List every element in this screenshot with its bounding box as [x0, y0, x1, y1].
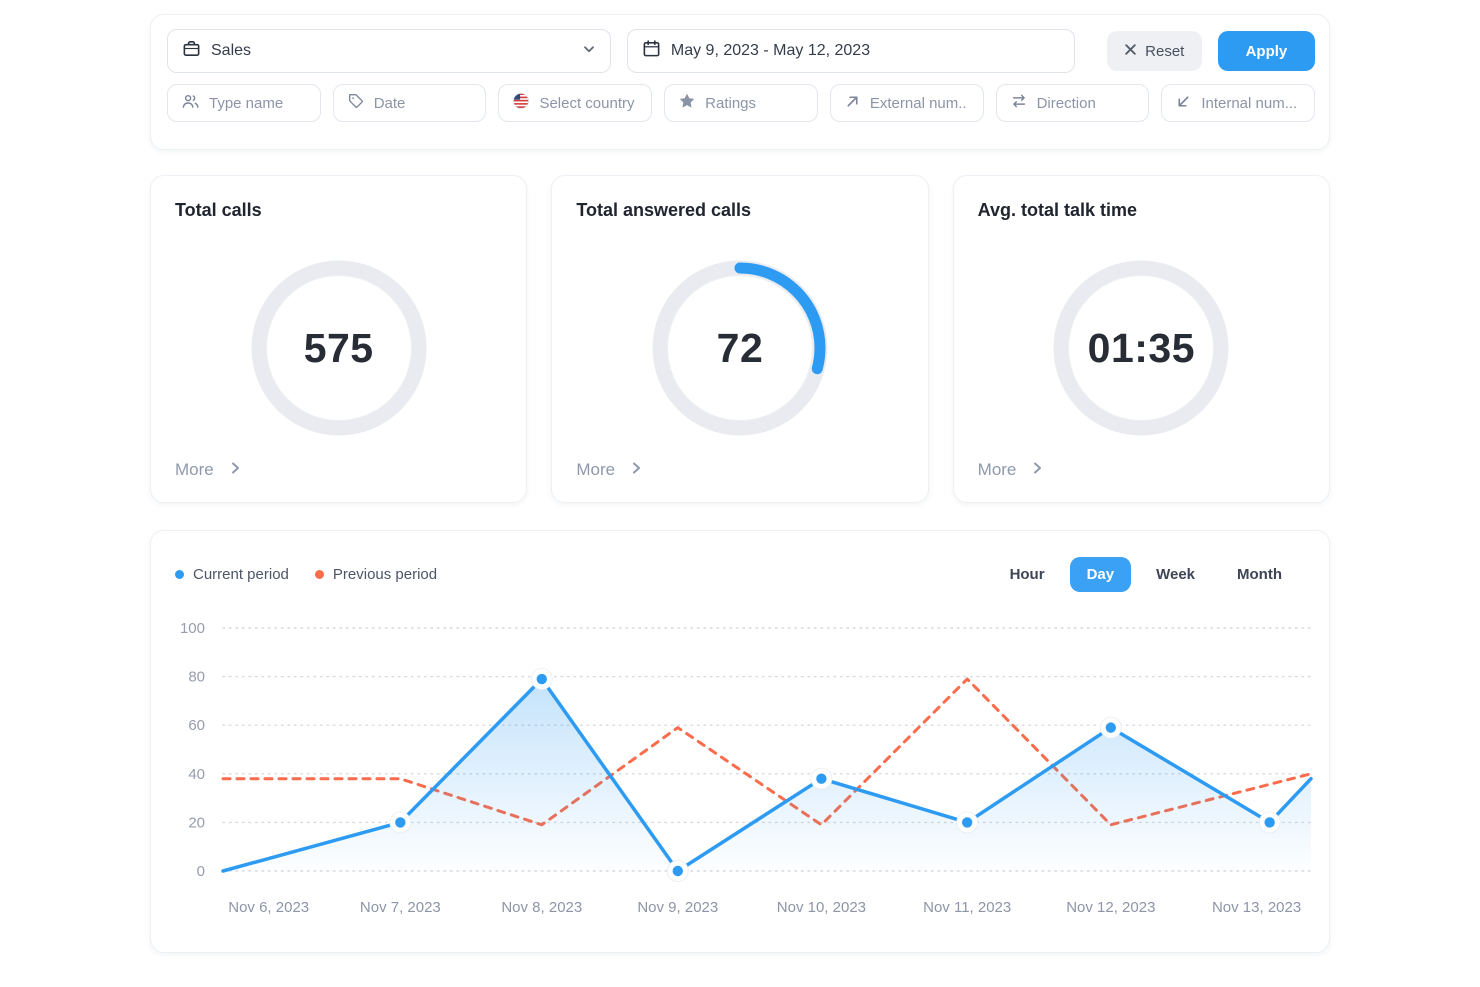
chevron-right-icon [629, 460, 643, 480]
line-chart: 0 20 40 60 80 100 Nov 6, 2023 Nov 7, 2023 Nov 8,… [180, 620, 1313, 916]
filter-chip-label: Date [373, 94, 406, 112]
stat-card-title: Avg. total talk time [977, 200, 1138, 220]
filter-chip-external-number[interactable]: External num.. [829, 84, 984, 122]
filter-chip-label: Internal num... [1201, 94, 1298, 112]
chart-header: Current period Previous period Hour Day … [175, 557, 1299, 592]
stats-row: Total calls 575 More Total answered call… [150, 175, 1330, 503]
period-tabs: Hour Day Week Month [993, 557, 1299, 592]
team-select-value: Sales [211, 42, 252, 59]
calendar-icon [642, 39, 661, 63]
filter-toolbar: Sales May 9, 2023 - May 12, 2023 [150, 14, 1330, 150]
filter-chip-internal-number[interactable]: Internal num... [1161, 84, 1316, 122]
tab-hour[interactable]: Hour [993, 557, 1062, 592]
data-point[interactable] [816, 773, 827, 784]
chevron-right-icon [228, 460, 242, 480]
chart-card: Current period Previous period Hour Day … [150, 530, 1330, 953]
stat-card-title: Total calls [175, 200, 262, 220]
tab-day[interactable]: Day [1069, 557, 1132, 592]
filter-chip-label: Ratings [705, 94, 757, 112]
tab-month[interactable]: Month [1220, 557, 1299, 592]
legend-item-current-period: Current period [175, 566, 289, 583]
current-period-area [223, 679, 1311, 871]
stat-card-total-answered-calls: Total answered calls 72 More [551, 175, 929, 503]
data-point[interactable] [961, 817, 973, 828]
tab-week[interactable]: Week [1139, 557, 1212, 592]
toolbar-main-row: Sales May 9, 2023 - May 12, 2023 [167, 29, 1315, 73]
filter-chip-date[interactable]: Date [332, 84, 487, 122]
date-range-input[interactable]: May 9, 2023 - May 12, 2023 [626, 29, 1075, 73]
close-icon [1124, 43, 1137, 60]
legend-dot-current [175, 570, 184, 579]
data-point[interactable] [1264, 817, 1275, 828]
more-link[interactable]: More [175, 460, 242, 480]
data-point[interactable] [672, 865, 683, 877]
more-label: More [977, 460, 1017, 479]
x-tick-label: Nov 11, 2023 [923, 899, 1011, 916]
us-flag-icon [512, 92, 530, 114]
star-icon [678, 92, 696, 114]
gauge-value: 72 [716, 324, 764, 371]
stat-card-title: Total answered calls [576, 200, 752, 220]
legend-item-previous-period: Previous period [314, 566, 438, 583]
chevron-down-icon [582, 42, 596, 61]
chart-legend: Current period Previous period [175, 566, 437, 583]
data-point[interactable] [1105, 722, 1117, 733]
gauge-avg-talk-time: 01:35 [1052, 259, 1230, 437]
stat-card-total-calls: Total calls 575 More [150, 175, 528, 503]
gauge-total-calls: 575 [250, 259, 428, 437]
filter-chip-label: External num.. [869, 94, 967, 112]
filter-chip-label: Type name [209, 94, 284, 112]
filter-chip-ratings[interactable]: Ratings [664, 84, 818, 122]
x-tick-label: Nov 8, 2023 [501, 899, 582, 916]
x-tick-label: Nov 13, 2023 [1212, 899, 1301, 916]
y-tick-label: 60 [188, 717, 205, 734]
x-tick-label: Nov 7, 2023 [360, 899, 441, 916]
arrow-up-right-icon [844, 93, 861, 114]
arrow-down-left-icon [1175, 93, 1192, 114]
filter-chip-select-country[interactable]: Select country [498, 84, 653, 122]
y-tick-label: 40 [188, 766, 205, 783]
gauge-value: 01:35 [1087, 324, 1196, 371]
data-point[interactable] [536, 673, 547, 685]
team-select[interactable]: Sales [167, 29, 611, 73]
gauge-value: 575 [303, 324, 374, 371]
chevron-right-icon [1030, 460, 1044, 480]
apply-button[interactable]: Apply [1217, 31, 1315, 71]
filter-chip-direction[interactable]: Direction [995, 84, 1150, 122]
legend-label: Current period [193, 566, 289, 583]
filter-chip-type-name[interactable]: Type name [167, 84, 321, 122]
y-tick-label: 80 [188, 669, 205, 686]
stat-card-avg-talk-time: Avg. total talk time 01:35 More [952, 175, 1330, 503]
filter-chip-label: Direction [1036, 94, 1096, 112]
more-label: More [576, 460, 616, 479]
more-label: More [175, 460, 214, 479]
data-point[interactable] [395, 817, 406, 828]
x-tick-label: Nov 6, 2023 [228, 899, 309, 916]
more-link[interactable]: More [576, 460, 643, 480]
x-tick-label: Nov 10, 2023 [777, 899, 866, 916]
chart-area: 0 20 40 60 80 100 Nov 6, 2023 Nov 7, 2023 Nov 8,… [151, 614, 1329, 931]
filter-chip-label: Select country [539, 94, 635, 112]
gauge-total-answered-calls: 72 [651, 259, 829, 437]
x-tick-label: Nov 12, 2023 [1066, 899, 1155, 916]
toolbar-filter-row: Type name Date [167, 84, 1316, 122]
reset-button[interactable]: Reset [1106, 31, 1202, 71]
tag-icon [347, 92, 365, 114]
reset-button-label: Reset [1145, 42, 1185, 60]
briefcase-icon [182, 39, 201, 63]
more-link[interactable]: More [978, 460, 1045, 480]
y-tick-label: 100 [180, 620, 205, 637]
date-range-value: May 9, 2023 - May 12, 2023 [670, 42, 871, 59]
apply-button-label: Apply [1245, 42, 1288, 60]
people-icon [181, 92, 200, 115]
legend-dot-previous [314, 570, 324, 579]
legend-label: Previous period [332, 566, 438, 583]
y-tick-label: 20 [188, 814, 205, 831]
y-tick-label: 0 [197, 863, 205, 880]
swap-arrows-icon [1010, 92, 1028, 114]
x-tick-label: Nov 9, 2023 [637, 899, 718, 916]
